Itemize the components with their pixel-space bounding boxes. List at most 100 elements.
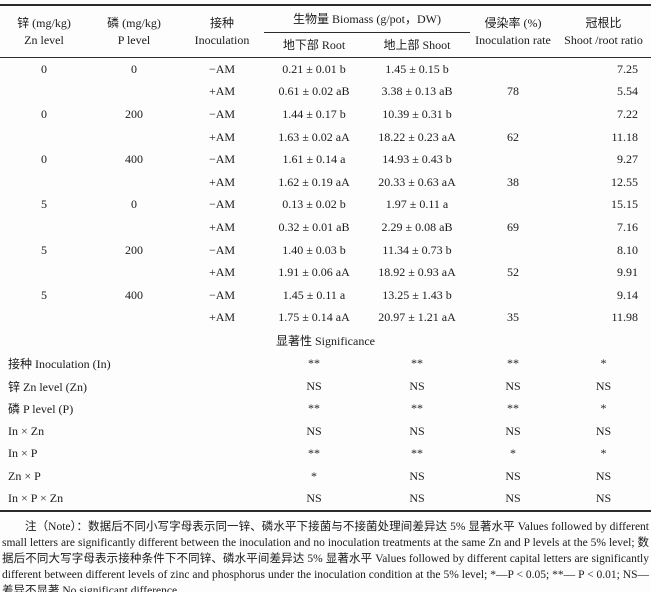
cell-rate: 69	[507, 219, 519, 234]
cell-rate: 38	[507, 174, 519, 189]
sig-root: **	[308, 446, 320, 461]
cell-rate	[470, 239, 556, 262]
cell-ratio: 7.25	[556, 56, 651, 81]
sig-label: In × Zn	[8, 423, 45, 438]
sig-root: **	[308, 355, 320, 370]
cell-root: 1.63 ± 0.02 aA	[278, 129, 350, 144]
cell-p: 0	[131, 197, 137, 212]
cell-zn	[0, 81, 88, 104]
table-row: 5 0 −AM 0.13 ± 0.02 b 1.97 ± 0.11 a 15.1…	[0, 194, 651, 217]
cell-p: 200	[125, 242, 143, 257]
sig-root: **	[308, 401, 320, 416]
cell-shoot: 3.38 ± 0.13 aB	[381, 84, 453, 99]
cell-rate: 52	[507, 265, 519, 280]
col-header-ratio-zh: 冠根比	[585, 15, 622, 30]
sig-row: In × P ** ** * *	[0, 443, 651, 466]
cell-ratio: 15.15	[611, 197, 638, 212]
cell-rate	[470, 103, 556, 126]
cell-root: 1.45 ± 0.11 a	[282, 287, 346, 302]
cell-zn	[0, 171, 88, 194]
cell-ratio: 11.98	[611, 310, 638, 325]
table-row: 5 200 −AM 1.40 ± 0.03 b 11.34 ± 0.73 b 8…	[0, 239, 651, 262]
col-header-p-zh: 磷 (mg/kg)	[107, 15, 161, 30]
cell-inoculation: +AM	[208, 84, 236, 99]
col-header-zn-zh: 锌 (mg/kg)	[17, 15, 71, 30]
col-header-inoculation-en: Inoculation	[194, 32, 250, 47]
sig-ratio: *	[600, 355, 607, 370]
sig-row: Zn × P * NS NS NS	[0, 465, 651, 488]
cell-shoot: 20.97 ± 1.21 aA	[378, 310, 456, 325]
sig-root: NS	[306, 423, 322, 438]
cell-shoot: 20.33 ± 0.63 aA	[378, 174, 456, 189]
cell-shoot: 1.45 ± 0.15 b	[364, 56, 470, 81]
col-header-root: 地下部 Root	[282, 37, 346, 52]
cell-rate	[470, 284, 556, 307]
col-header-rate: 侵染率 (%) Inoculation rate	[470, 5, 556, 58]
sig-rate: NS	[505, 491, 521, 506]
col-header-ratio: 冠根比 Shoot /root ratio	[556, 5, 651, 58]
cell-root: 1.75 ± 0.14 aA	[278, 310, 350, 325]
sig-ratio: NS	[595, 423, 612, 438]
cell-p: 400	[125, 287, 143, 302]
cell-inoculation: +AM	[208, 174, 236, 189]
sig-label: 接种 Inoculation (In)	[8, 356, 111, 371]
col-header-zn: 锌 (mg/kg) Zn level	[0, 5, 88, 58]
cell-shoot: 14.93 ± 0.43 b	[382, 152, 452, 167]
col-header-ratio-en: Shoot /root ratio	[564, 32, 643, 47]
table-row: +AM 1.62 ± 0.19 aA 20.33 ± 0.63 aA 38 12…	[0, 171, 651, 194]
sig-shoot: **	[411, 355, 423, 370]
sig-label: 磷 P level (P)	[8, 402, 74, 417]
sig-root: NS	[306, 491, 322, 506]
col-header-shoot: 地上部 Shoot	[383, 37, 451, 52]
sig-root: NS	[306, 378, 322, 393]
sig-ratio: *	[600, 401, 607, 416]
cell-inoculation: +AM	[208, 129, 236, 144]
cell-inoculation: −AM	[208, 106, 236, 121]
table-row: 0 0 −AM 0.21 ± 0.01 b 1.45 ± 0.15 b 7.25	[0, 56, 651, 81]
cell-inoculation: +AM	[208, 310, 236, 325]
cell-p	[88, 307, 180, 330]
cell-inoculation: +AM	[208, 219, 236, 234]
significance-heading: 显著性 Significance	[276, 334, 375, 349]
cell-inoculation: −AM	[208, 242, 236, 257]
cell-root: 1.40 ± 0.03 b	[282, 242, 346, 257]
cell-shoot: 13.25 ± 1.43 b	[382, 287, 452, 302]
cell-inoculation: −AM	[208, 152, 236, 167]
sig-label: In × P	[8, 446, 38, 461]
sig-shoot: NS	[409, 423, 425, 438]
cell-p: 0	[88, 56, 180, 81]
cell-zn: 5	[41, 287, 47, 302]
sig-row: 磷 P level (P) ** ** ** *	[0, 397, 651, 420]
cell-p	[88, 126, 180, 149]
header-row-1: 锌 (mg/kg) Zn level 磷 (mg/kg) P level 接种 …	[0, 5, 651, 47]
cell-ratio: 9.14	[617, 287, 638, 302]
table-header: 锌 (mg/kg) Zn level 磷 (mg/kg) P level 接种 …	[0, 5, 651, 58]
cell-root: 0.61 ± 0.02 aB	[278, 84, 350, 99]
cell-zn: 5	[41, 242, 47, 257]
table-row: +AM 0.32 ± 0.01 aB 2.29 ± 0.08 aB 69 7.1…	[0, 216, 651, 239]
cell-shoot: 2.29 ± 0.08 aB	[381, 219, 453, 234]
cell-rate: 62	[507, 129, 519, 144]
cell-p	[88, 171, 180, 194]
sig-shoot: NS	[409, 491, 425, 506]
cell-p	[88, 261, 180, 284]
cell-ratio: 11.18	[611, 129, 638, 144]
cell-p	[88, 216, 180, 239]
sig-rate: NS	[505, 423, 521, 438]
cell-p: 200	[125, 106, 143, 121]
cell-ratio: 9.91	[617, 265, 638, 280]
cell-zn	[0, 216, 88, 239]
cell-root: 0.21 ± 0.01 b	[264, 56, 364, 81]
sig-rate: **	[507, 355, 519, 370]
sig-ratio: *	[600, 446, 607, 461]
cell-zn	[0, 126, 88, 149]
col-header-rate-en: Inoculation rate	[475, 32, 551, 47]
sig-label: 锌 Zn level (Zn)	[8, 379, 87, 394]
cell-zn	[0, 261, 88, 284]
cell-root: 1.91 ± 0.06 aA	[278, 265, 350, 280]
sig-shoot: **	[411, 446, 423, 461]
cell-ratio: 9.27	[617, 152, 638, 167]
col-header-inoculation: 接种 Inoculation	[180, 5, 264, 58]
cell-p	[88, 81, 180, 104]
